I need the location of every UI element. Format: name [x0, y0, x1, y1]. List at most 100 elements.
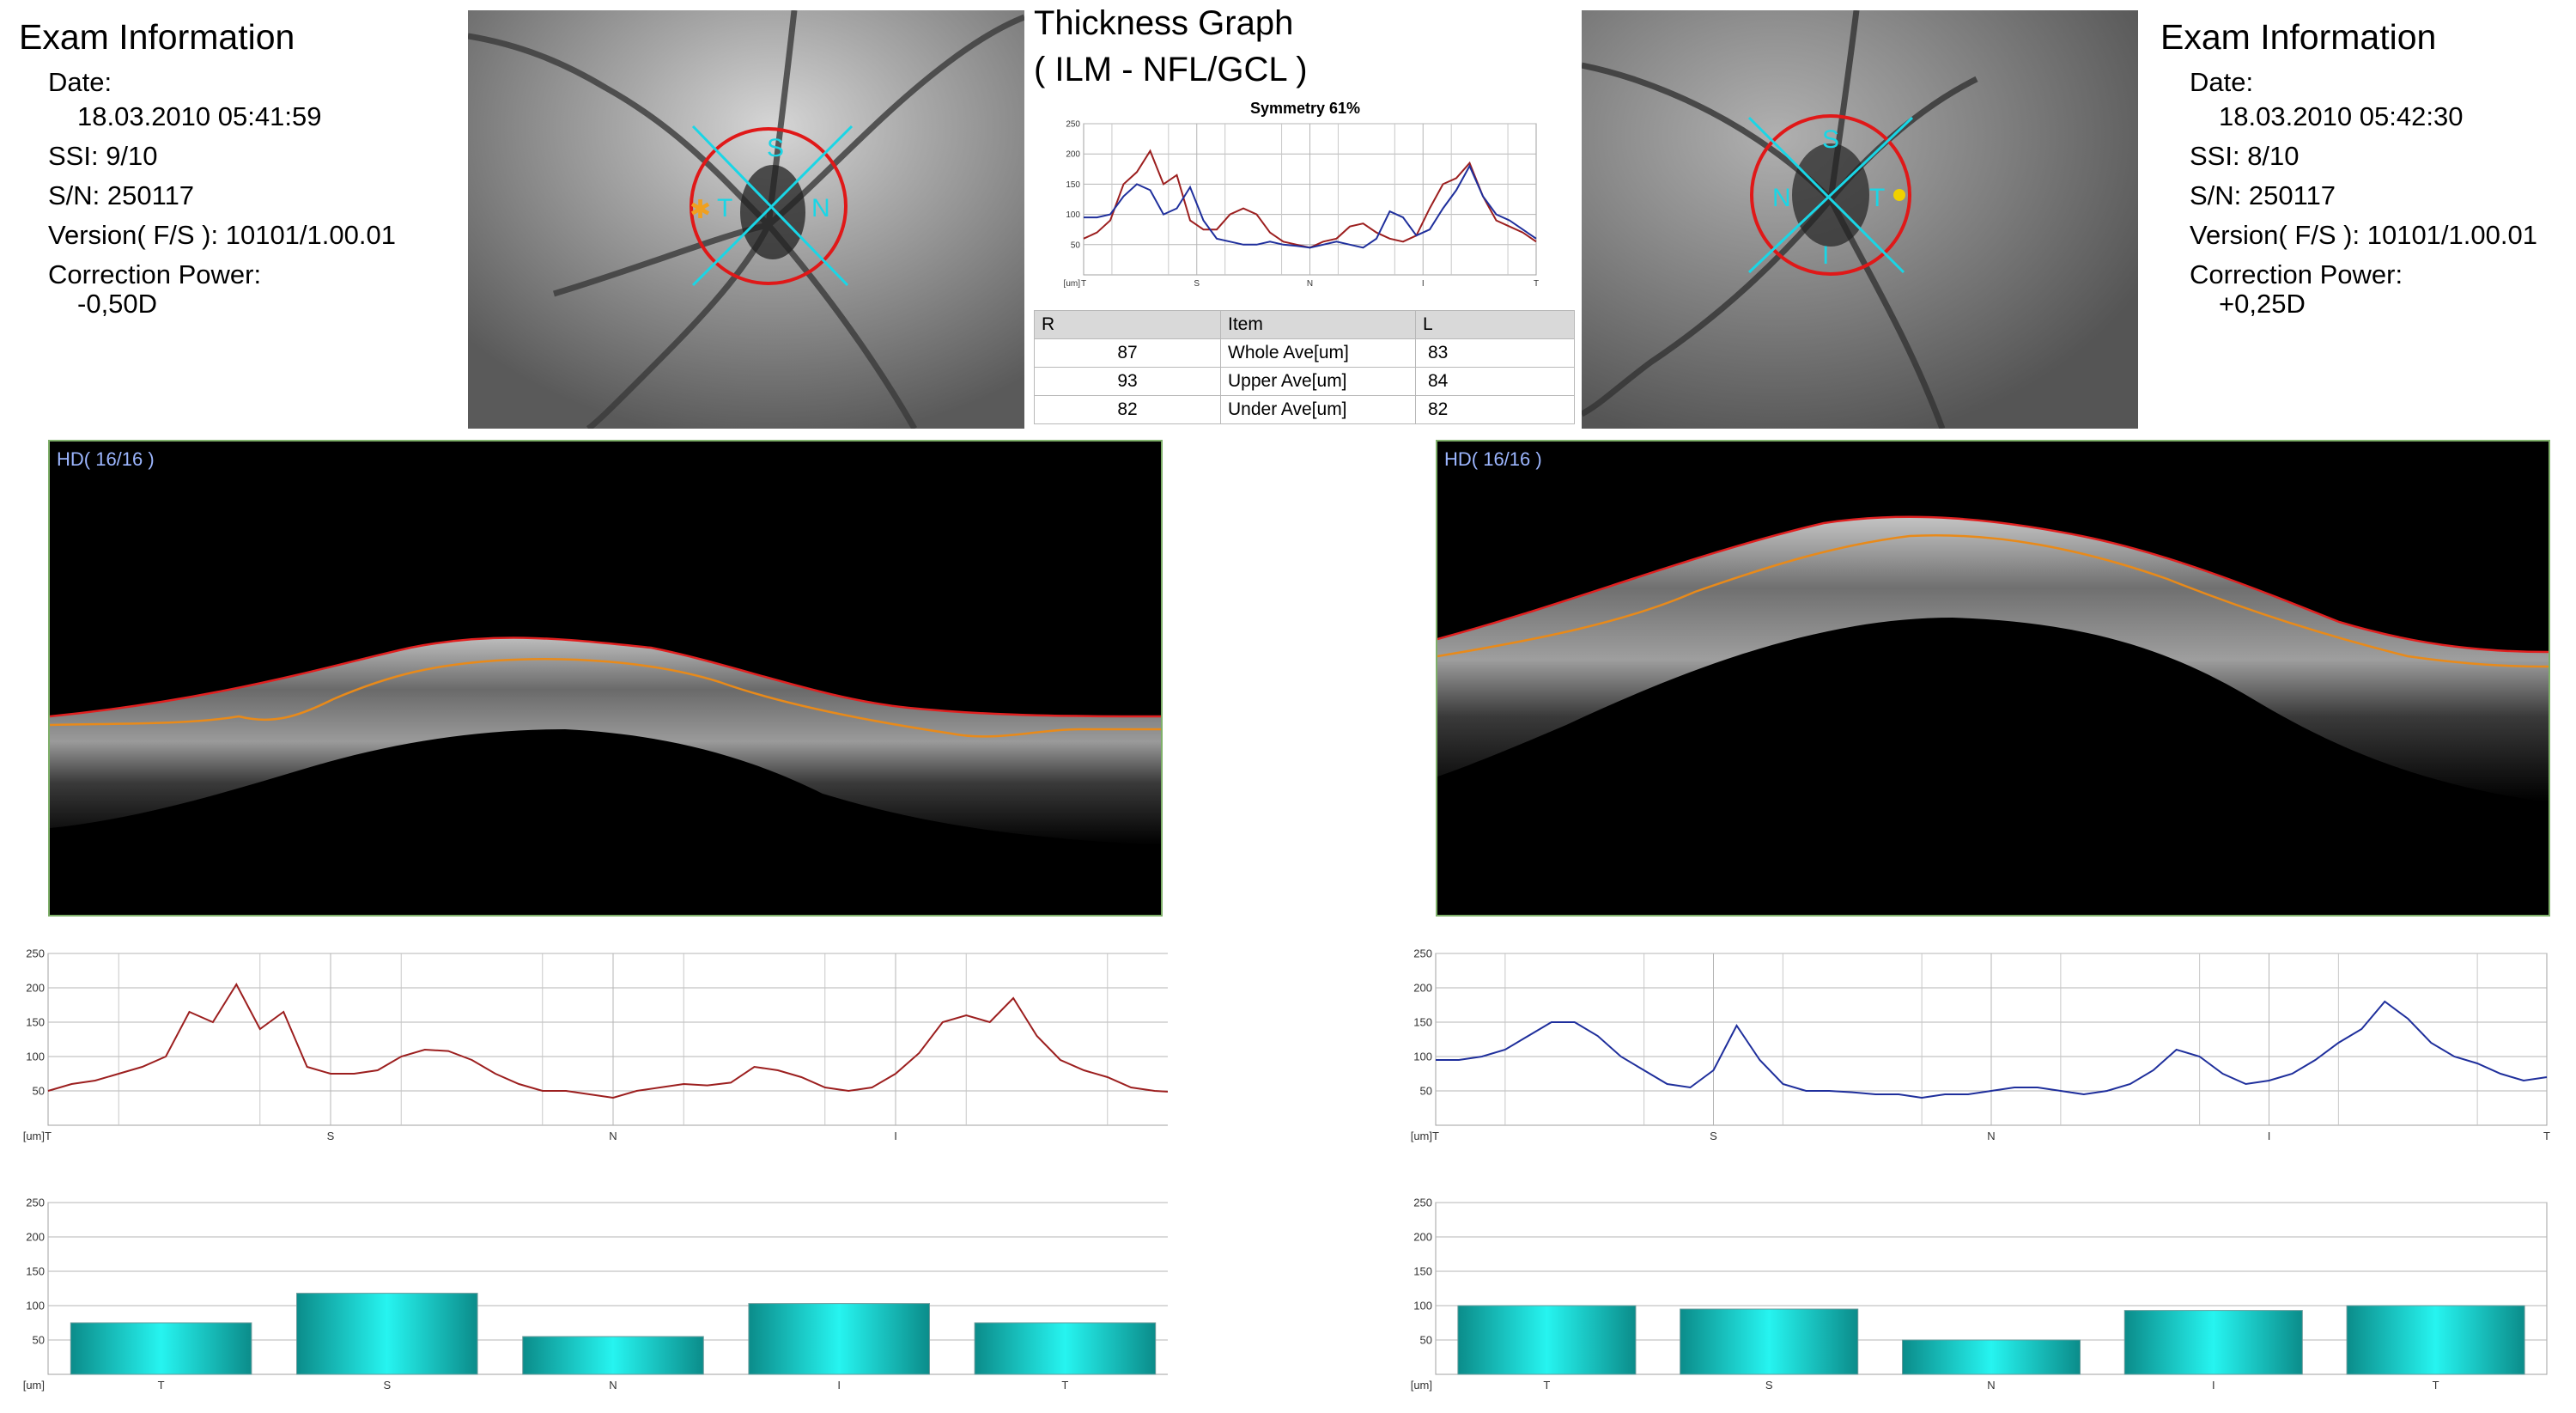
- table-row: 93 Upper Ave[um] 84: [1034, 367, 1575, 396]
- correction-label: Correction Power:: [2190, 259, 2403, 289]
- fundus-label-t: T: [1869, 184, 1885, 212]
- table-header-row: R Item L: [1034, 310, 1575, 339]
- y-axis-unit-label: [um]: [1411, 1130, 1432, 1142]
- date-value: 18.03.2010 05:41:59: [77, 101, 322, 131]
- y-tick-label: 50: [1420, 1334, 1432, 1347]
- x-tick-label: T: [158, 1379, 165, 1392]
- serial-number: S/N: 250117: [2190, 180, 2336, 210]
- x-tick-label: S: [383, 1379, 391, 1392]
- table-cell: 82: [1034, 395, 1221, 424]
- fundus-label-s: S: [1822, 125, 1839, 154]
- summary-table-container: R Item L 87 Whole Ave[um] 83 93 Upper Av…: [1034, 310, 1575, 424]
- table-cell: Under Ave[um]: [1220, 395, 1416, 424]
- y-tick-label: 250: [1413, 947, 1432, 960]
- version-value: Version( F/S ): 10101/1.00.01: [2190, 220, 2537, 250]
- y-tick-label: 150: [26, 1265, 45, 1278]
- x-tick-label: T: [2543, 1130, 2550, 1142]
- y-tick-label: 100: [1066, 210, 1080, 220]
- correction-value: -0,50D: [77, 289, 158, 319]
- x-tick-label: I: [1422, 279, 1425, 289]
- y-axis-unit-label: [um]: [23, 1379, 45, 1392]
- date-value: 18.03.2010 05:42:30: [2219, 101, 2464, 131]
- exam-info-title: Exam Information: [19, 17, 295, 57]
- y-tick-label: 200: [1413, 982, 1432, 995]
- x-tick-label: S: [1194, 279, 1200, 289]
- correction-value: +0,25D: [2219, 289, 2306, 319]
- y-tick-label: 150: [1413, 1265, 1432, 1278]
- x-tick-label: N: [1987, 1379, 1995, 1392]
- version-value: Version( F/S ): 10101/1.00.01: [48, 220, 396, 250]
- y-tick-label: 50: [1420, 1085, 1432, 1098]
- x-tick-label: T: [1061, 1379, 1068, 1392]
- y-tick-label: 150: [1066, 180, 1080, 190]
- thickness-bar-chart-left: 50 100 150 200 250 [um] T S N I T: [17, 1194, 1179, 1400]
- table-cell: Upper Ave[um]: [1220, 367, 1416, 396]
- y-axis-unit-label: [um]: [1064, 279, 1081, 289]
- oct-bscan-left-svg: [50, 636, 1161, 845]
- x-tick-label: I: [837, 1379, 841, 1392]
- date-label: Date:: [48, 67, 112, 97]
- thickness-graph-header: Thickness Graph ( ILM - NFL/GCL ): [1034, 0, 1403, 93]
- oct-bscan-left: HD( 16/16 ): [48, 440, 1163, 917]
- correction-label: Correction Power:: [48, 259, 262, 289]
- fundus-label-n: N: [811, 194, 830, 222]
- bar: [296, 1293, 478, 1375]
- y-tick-label: 100: [26, 1300, 45, 1313]
- y-axis-unit-label: [um]: [23, 1130, 45, 1142]
- ssi-value: SSI: 9/10: [48, 141, 158, 171]
- symmetry-chart-title: Symmetry 61%: [1250, 100, 1360, 117]
- bscan-hd-label: HD( 16/16 ): [57, 448, 155, 470]
- x-tick-label: I: [894, 1130, 897, 1142]
- table-cell: 82: [1415, 395, 1575, 424]
- y-tick-label: 200: [26, 1231, 45, 1244]
- fundus-image-right-svg: S N T I: [1582, 10, 2138, 429]
- plot-frame: [47, 953, 1179, 1126]
- symmetry-chart: Symmetry 61% 50 100 150 200 250 [um] T S N I T: [1030, 94, 1546, 294]
- bar: [522, 1336, 704, 1375]
- x-tick-label: N: [1307, 279, 1313, 289]
- x-tick-label: T: [1543, 1379, 1550, 1392]
- table-header: L: [1415, 310, 1575, 339]
- exam-info-title: Exam Information: [2160, 17, 2437, 57]
- fundus-label-i: I: [1822, 241, 1829, 270]
- y-tick-label: 100: [1413, 1051, 1432, 1063]
- x-tick-label: I: [2212, 1379, 2215, 1392]
- table-row: 82 Under Ave[um] 82: [1034, 395, 1575, 424]
- y-tick-label: 150: [26, 1016, 45, 1029]
- x-tick-label: N: [609, 1379, 617, 1392]
- thickness-graph-subtitle: ( ILM - NFL/GCL ): [1034, 51, 1308, 88]
- serial-number: S/N: 250117: [48, 180, 195, 210]
- fundus-label-n: N: [1772, 184, 1791, 212]
- series-line: [1436, 1000, 2548, 1099]
- table-cell: 93: [1034, 367, 1221, 396]
- start-marker-icon: ✱: [690, 196, 711, 224]
- table-cell: 84: [1415, 367, 1575, 396]
- y-tick-label: 250: [1413, 1197, 1432, 1209]
- y-tick-label: 100: [26, 1051, 45, 1063]
- y-tick-label: 250: [1066, 120, 1080, 130]
- bar: [1901, 1339, 2081, 1375]
- start-marker-icon: [1893, 189, 1905, 201]
- table-cell: Whole Ave[um]: [1220, 338, 1416, 368]
- thickness-bar-chart-left-svg: 50 100 150 200 250 [um] T S N I T: [23, 1197, 1179, 1392]
- table-cell: 83: [1415, 338, 1575, 368]
- table-cell: 87: [1034, 338, 1221, 368]
- x-tick-label: T: [1081, 279, 1086, 289]
- bar: [70, 1322, 252, 1375]
- bar: [2123, 1310, 2303, 1375]
- y-tick-label: 100: [1413, 1300, 1432, 1313]
- series-line: [47, 982, 1179, 1099]
- exam-info-right: Exam Information Date: 18.03.2010 05:42:…: [2160, 17, 2564, 324]
- thickness-line-chart-right: 50 100 150 200 250 [um] T S N I T: [1405, 945, 2555, 1151]
- bar: [1680, 1308, 1859, 1375]
- y-tick-label: 150: [1413, 1016, 1432, 1029]
- x-tick-label: I: [2268, 1130, 2271, 1142]
- x-tick-label: T: [1534, 279, 1539, 289]
- x-tick-label: S: [327, 1130, 335, 1142]
- table-header: R: [1034, 310, 1221, 339]
- series-line: [1084, 164, 1537, 249]
- table-row: 87 Whole Ave[um] 83: [1034, 338, 1575, 368]
